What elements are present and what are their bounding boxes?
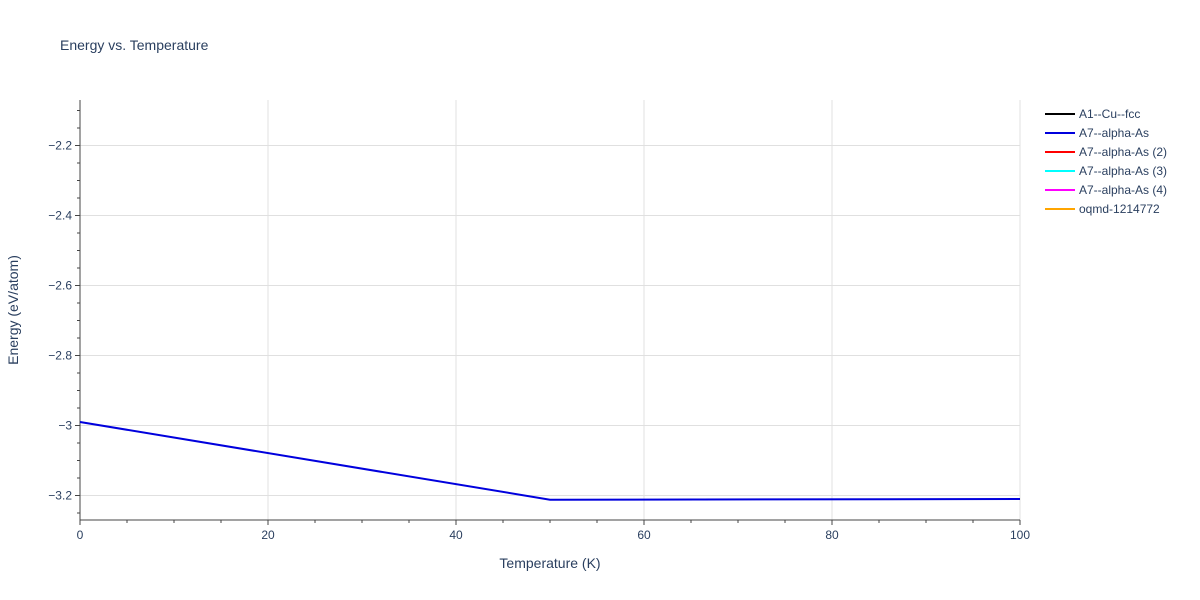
legend-item[interactable]: A1--Cu--fcc — [1045, 107, 1140, 121]
legend-label: A1--Cu--fcc — [1079, 107, 1140, 121]
y-axis-title: Energy (eV/atom) — [5, 255, 21, 365]
y-tick-label: −2.8 — [48, 349, 72, 363]
x-tick-label: 0 — [77, 528, 84, 542]
legend-item[interactable]: oqmd-1214772 — [1045, 202, 1160, 216]
legend-item[interactable]: A7--alpha-As — [1045, 126, 1149, 140]
plot-series — [79, 421, 1021, 501]
grid-layer — [80, 100, 1021, 520]
legend-item[interactable]: A7--alpha-As (2) — [1045, 145, 1167, 159]
axes: 0 20 40 60 80 100 −2.2 −2.4 −2.6 −2.8 −3 −3.2 — [48, 100, 1030, 542]
x-tick-label: 100 — [1010, 528, 1030, 542]
legend-label: A7--alpha-As — [1079, 126, 1149, 140]
y-tick-label: −3 — [58, 419, 72, 433]
legend-label: A7--alpha-As (2) — [1079, 145, 1167, 159]
legend-item[interactable]: A7--alpha-As (3) — [1045, 164, 1167, 178]
x-tick-label: 20 — [261, 528, 275, 542]
y-tick-label: −2.4 — [48, 209, 72, 223]
legend-label: oqmd-1214772 — [1079, 202, 1160, 216]
x-tick-label: 60 — [637, 528, 651, 542]
legend[interactable]: A1--Cu--fcc A7--alpha-As A7--alpha-As (2) A… — [1045, 107, 1167, 216]
legend-label: A7--alpha-As (3) — [1079, 164, 1167, 178]
x-tick-label: 80 — [825, 528, 839, 542]
legend-item[interactable]: A7--alpha-As (4) — [1045, 183, 1167, 197]
series-line — [79, 421, 1021, 501]
x-axis-title: Temperature (K) — [499, 555, 600, 571]
y-tick-label: −2.6 — [48, 279, 72, 293]
y-tick-label: −3.2 — [48, 489, 72, 503]
y-tick-label: −2.2 — [48, 139, 72, 153]
x-tick-label: 40 — [449, 528, 463, 542]
legend-label: A7--alpha-As (4) — [1079, 183, 1167, 197]
chart-title: Energy vs. Temperature — [60, 37, 209, 53]
